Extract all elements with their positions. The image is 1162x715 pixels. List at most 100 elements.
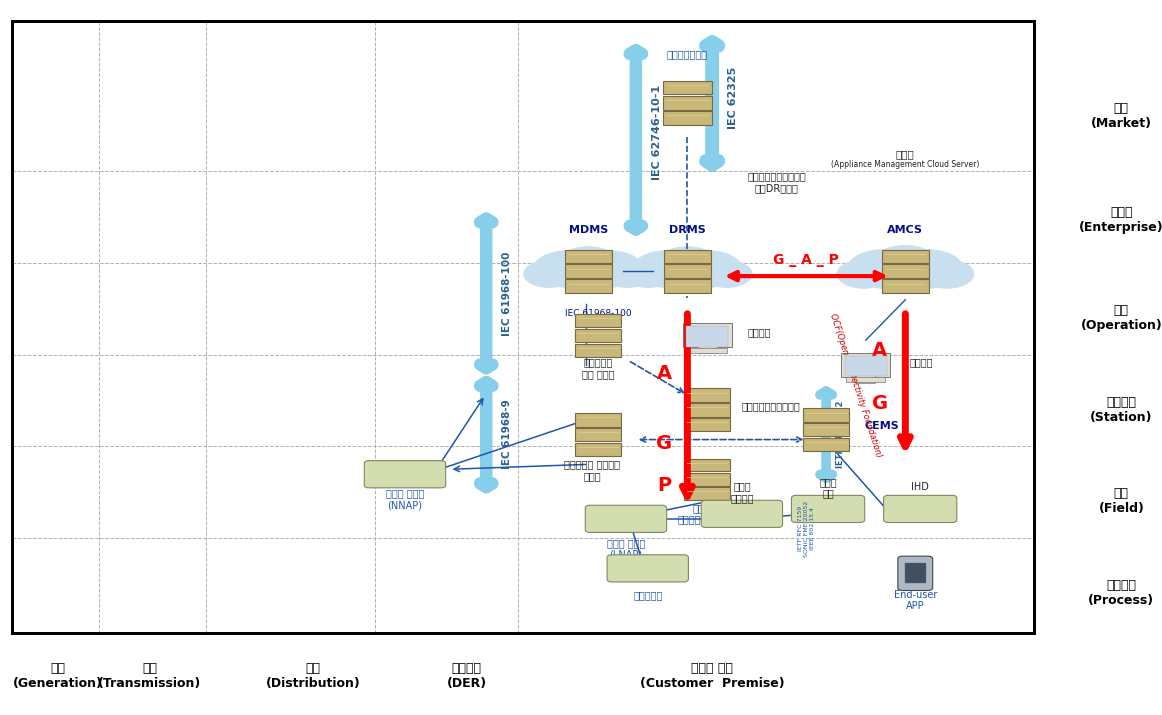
Ellipse shape (524, 260, 574, 287)
FancyBboxPatch shape (586, 506, 667, 533)
Text: IETF RFC 7159
SONiC FME 20052
IEEE 802.15.4: IETF RFC 7159 SONiC FME 20052 IEEE 802.1… (798, 500, 815, 557)
Text: 사업자
(Enterprise): 사업자 (Enterprise) (1079, 206, 1162, 234)
FancyBboxPatch shape (665, 265, 711, 278)
Text: AMCS: AMCS (888, 225, 924, 235)
FancyBboxPatch shape (665, 250, 711, 263)
Text: 자동제어: 자동제어 (910, 357, 933, 367)
FancyBboxPatch shape (684, 487, 731, 500)
Text: 이웃망 접속점
(NNAP): 이웃망 접속점 (NNAP) (386, 488, 424, 510)
Text: IEC 61968-100: IEC 61968-100 (502, 251, 512, 335)
FancyBboxPatch shape (841, 352, 890, 377)
FancyBboxPatch shape (565, 250, 611, 263)
Text: IHD: IHD (911, 483, 930, 493)
Ellipse shape (558, 247, 618, 280)
FancyBboxPatch shape (687, 327, 729, 347)
Text: G: G (872, 394, 888, 413)
Text: 분산자원
(DER): 분산자원 (DER) (446, 661, 487, 690)
Text: 가전사: 가전사 (896, 149, 914, 159)
Text: 소비자 구내
(Customer  Premise): 소비자 구내 (Customer Premise) (640, 661, 784, 690)
Ellipse shape (892, 250, 963, 287)
Text: 실시간
감시기기: 실시간 감시기기 (730, 482, 754, 503)
Ellipse shape (851, 264, 960, 290)
FancyBboxPatch shape (846, 378, 885, 383)
FancyBboxPatch shape (565, 280, 611, 292)
FancyBboxPatch shape (688, 347, 727, 352)
Ellipse shape (636, 265, 739, 289)
FancyBboxPatch shape (12, 21, 1034, 633)
Ellipse shape (837, 260, 890, 288)
FancyBboxPatch shape (684, 403, 731, 417)
FancyBboxPatch shape (684, 418, 731, 431)
Text: A: A (873, 340, 888, 360)
FancyBboxPatch shape (856, 375, 875, 383)
FancyBboxPatch shape (664, 96, 712, 109)
FancyBboxPatch shape (803, 423, 849, 436)
Text: OCF(Open Connectivity Foundation): OCF(Open Connectivity Foundation) (829, 312, 883, 458)
Text: 지역망 접속점
(LNAP): 지역망 접속점 (LNAP) (607, 538, 645, 560)
Ellipse shape (623, 260, 674, 287)
Ellipse shape (533, 251, 601, 286)
Ellipse shape (602, 260, 653, 287)
FancyBboxPatch shape (575, 443, 622, 456)
Ellipse shape (920, 260, 974, 288)
Text: 스테이션
(Station): 스테이션 (Station) (1090, 395, 1153, 424)
FancyBboxPatch shape (882, 280, 928, 292)
Text: A: A (657, 365, 672, 383)
FancyBboxPatch shape (803, 408, 849, 422)
Text: 필드
(Field): 필드 (Field) (1098, 488, 1145, 516)
Text: 스마트
가전: 스마트 가전 (819, 477, 837, 498)
Text: 스마트미터: 스마트미터 (633, 591, 662, 601)
Text: 전력거래시스템: 전력거래시스템 (667, 49, 708, 59)
Text: 송전
(Transmission): 송전 (Transmission) (98, 661, 201, 690)
Text: End-user
APP: End-user APP (894, 590, 937, 611)
Text: 발전
(Generation): 발전 (Generation) (13, 661, 102, 690)
FancyBboxPatch shape (905, 563, 926, 583)
Text: 수요반응서비스사업자
국민DR사업자: 수요반응서비스사업자 국민DR사업자 (747, 171, 806, 193)
Text: IEC 61968-9: IEC 61968-9 (502, 400, 512, 470)
FancyBboxPatch shape (882, 265, 928, 278)
FancyBboxPatch shape (575, 428, 622, 441)
Ellipse shape (702, 260, 752, 287)
Text: DRMS: DRMS (669, 225, 705, 235)
Text: (Appliance Management Cloud Server): (Appliance Management Cloud Server) (831, 160, 980, 169)
Ellipse shape (633, 251, 700, 286)
FancyBboxPatch shape (845, 356, 887, 376)
FancyBboxPatch shape (701, 500, 782, 528)
Text: P: P (657, 475, 672, 495)
Text: 계량데이터
수집 시스템: 계량데이터 수집 시스템 (582, 358, 615, 379)
Text: G _ A _ P: G _ A _ P (774, 253, 839, 267)
Text: CEMS: CEMS (865, 421, 899, 431)
FancyBboxPatch shape (565, 265, 611, 278)
FancyBboxPatch shape (665, 280, 711, 292)
FancyBboxPatch shape (575, 314, 622, 327)
FancyBboxPatch shape (365, 460, 446, 488)
FancyBboxPatch shape (575, 413, 622, 427)
Text: IEC 62325: IEC 62325 (729, 67, 738, 129)
Text: 관리사무소 원격검침
시스템: 관리사무소 원격검침 시스템 (565, 460, 621, 481)
Text: 부하제어: 부하제어 (747, 327, 772, 337)
Text: IEC 61968-100: IEC 61968-100 (565, 309, 631, 318)
Ellipse shape (874, 245, 938, 280)
Ellipse shape (848, 250, 918, 287)
FancyBboxPatch shape (684, 388, 731, 402)
Text: 프로세스
(Process): 프로세스 (Process) (1089, 579, 1154, 607)
Text: MDMS: MDMS (568, 225, 608, 235)
Text: IEC 62746-10-1: IEC 62746-10-1 (652, 85, 662, 180)
FancyBboxPatch shape (664, 81, 712, 94)
FancyBboxPatch shape (683, 323, 732, 347)
FancyBboxPatch shape (684, 473, 731, 485)
FancyBboxPatch shape (697, 345, 717, 353)
FancyBboxPatch shape (664, 111, 712, 125)
FancyBboxPatch shape (883, 495, 956, 523)
Text: 배전
(Distribution): 배전 (Distribution) (266, 661, 360, 690)
FancyBboxPatch shape (791, 495, 865, 523)
Text: 전력량정보제공시스템: 전력량정보제공시스템 (741, 401, 801, 411)
FancyBboxPatch shape (898, 556, 933, 591)
Text: 운영
(Operation): 운영 (Operation) (1081, 304, 1162, 332)
Ellipse shape (658, 247, 718, 280)
Text: 에너지관리
게이트웨이(EMG): 에너지관리 게이트웨이(EMG) (677, 503, 737, 524)
FancyBboxPatch shape (607, 555, 688, 582)
FancyBboxPatch shape (684, 459, 731, 471)
Text: IETF RFC 1752: IETF RFC 1752 (835, 401, 845, 468)
Ellipse shape (537, 265, 639, 289)
